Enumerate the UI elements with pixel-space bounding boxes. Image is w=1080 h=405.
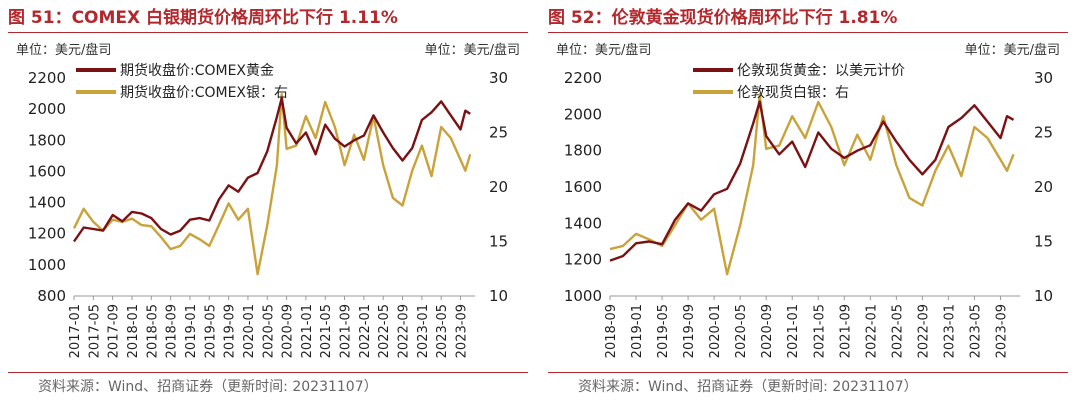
x-tick-label: 2018-09	[165, 304, 180, 358]
unit-label-right: 单位：美元/盘司	[965, 42, 1060, 58]
y-left-tick-label: 1400	[564, 214, 602, 232]
x-tick-label: 2018-09	[604, 304, 619, 358]
series-line-0	[609, 100, 1015, 262]
x-tick-label: 2018-01	[126, 304, 141, 358]
y-left-tick-label: 1200	[564, 251, 602, 269]
x-tick-label: 2018-05	[145, 304, 160, 358]
x-tick-label: 2023-05	[968, 304, 983, 358]
x-tick-label: 2019-01	[630, 304, 645, 358]
y-left-tick-label: 2000	[564, 105, 602, 123]
x-tick-label: 2019-01	[184, 304, 199, 358]
x-tick-label: 2020-09	[760, 304, 775, 358]
x-tick-label: 2021-05	[319, 304, 334, 358]
y-right-tick-label: 30	[1034, 69, 1053, 87]
legend-label: 期货收盘价:COMEX黄金	[120, 62, 274, 79]
source-note: 资料来源：Wind、招商证券（更新时间: 20231107）	[8, 372, 528, 402]
legend-label: 伦敦现货白银：右	[737, 84, 849, 101]
x-tick-label: 2023-01	[942, 304, 957, 358]
y-left-tick-label: 2200	[564, 69, 602, 87]
x-tick-label: 2019-05	[203, 304, 218, 358]
y-left-tick-label: 1800	[564, 142, 602, 160]
x-tick-label: 2022-09	[397, 304, 412, 358]
y-left-tick-label: 1800	[28, 131, 66, 149]
x-tick-label: 2021-09	[339, 304, 354, 358]
unit-label-left: 单位：美元/盘司	[556, 42, 651, 58]
y-left-tick-label: 1000	[564, 287, 602, 305]
y-right-tick-label: 30	[489, 69, 508, 87]
x-tick-label: 2020-05	[734, 304, 749, 358]
y-left-tick-label: 1200	[28, 225, 66, 243]
unit-label-right: 单位：美元/盘司	[425, 42, 520, 58]
x-tick-label: 2019-05	[656, 304, 671, 358]
legend-label: 期货收盘价:COMEX银：右	[120, 84, 288, 101]
y-right-tick-label: 15	[489, 233, 508, 251]
x-tick-label: 2023-01	[416, 304, 431, 358]
legend-label: 伦敦现货黄金：以美元计价	[737, 62, 905, 79]
chart-title: 图 51：COMEX 白银期货价格周环比下行 1.11%	[8, 6, 528, 33]
x-tick-label: 2023-09	[994, 304, 1009, 358]
y-right-tick-label: 10	[1034, 287, 1053, 305]
x-tick-label: 2019-09	[223, 304, 238, 358]
chart-svg: 单位：美元/盘司 单位：美元/盘司 800 1000 1200 1400 1600 1800 2…	[16, 42, 520, 358]
x-tick-label: 2021-09	[838, 304, 853, 358]
chart-panel-right: 图 52：伦敦黄金现货价格周环比下行 1.81% 单位：美元/盘司 单位：美元/盘…	[548, 0, 1068, 405]
y-left-tick-label: 1600	[28, 162, 66, 180]
chart-title: 图 52：伦敦黄金现货价格周环比下行 1.81%	[548, 6, 1068, 33]
y-right-tick-label: 20	[1034, 178, 1053, 196]
series-line-0	[73, 97, 471, 243]
x-tick-label: 2021-01	[786, 304, 801, 358]
x-tick-label: 2023-09	[455, 304, 470, 358]
y-left-tick-label: 2200	[28, 69, 66, 87]
x-tick-label: 2022-01	[864, 304, 879, 358]
chart-panel-left: 图 51：COMEX 白银期货价格周环比下行 1.11% 单位：美元/盘司 单位：…	[8, 0, 528, 405]
x-tick-label: 2022-05	[377, 304, 392, 358]
y-right-tick-label: 25	[1034, 124, 1053, 142]
y-left-tick-label: 1400	[28, 194, 66, 212]
x-tick-label: 2020-09	[281, 304, 296, 358]
y-right-tick-label: 25	[489, 124, 508, 142]
y-left-tick-label: 2000	[28, 100, 66, 118]
x-tick-label: 2021-01	[300, 304, 315, 358]
y-left-tick-label: 1600	[564, 178, 602, 196]
y-left-tick-label: 1000	[28, 256, 66, 274]
source-note: 资料来源：Wind、招商证券（更新时间: 20231107）	[548, 372, 1068, 402]
x-tick-label: 2020-01	[242, 304, 257, 358]
y-right-tick-label: 15	[1034, 233, 1053, 251]
series-line-1	[72, 93, 472, 276]
x-tick-label: 2017-05	[87, 304, 102, 358]
x-tick-label: 2022-09	[916, 304, 931, 358]
x-tick-label: 2022-05	[890, 304, 905, 358]
chart-svg: 单位：美元/盘司 单位：美元/盘司 1000 1200 1400 1600 1800 2000…	[556, 42, 1060, 358]
x-tick-label: 2023-05	[435, 304, 450, 358]
x-tick-label: 2020-01	[708, 304, 723, 358]
y-left-tick-label: 800	[37, 287, 66, 305]
x-tick-label: 2017-01	[68, 304, 83, 358]
series-line-1	[609, 93, 1015, 276]
x-tick-label: 2021-05	[812, 304, 827, 358]
x-tick-label: 2017-09	[107, 304, 122, 358]
x-tick-label: 2020-05	[261, 304, 276, 358]
y-right-tick-label: 10	[489, 287, 508, 305]
y-right-tick-label: 20	[489, 178, 508, 196]
unit-label-left: 单位：美元/盘司	[16, 42, 111, 58]
x-tick-label: 2019-09	[682, 304, 697, 358]
x-tick-label: 2022-01	[358, 304, 373, 358]
